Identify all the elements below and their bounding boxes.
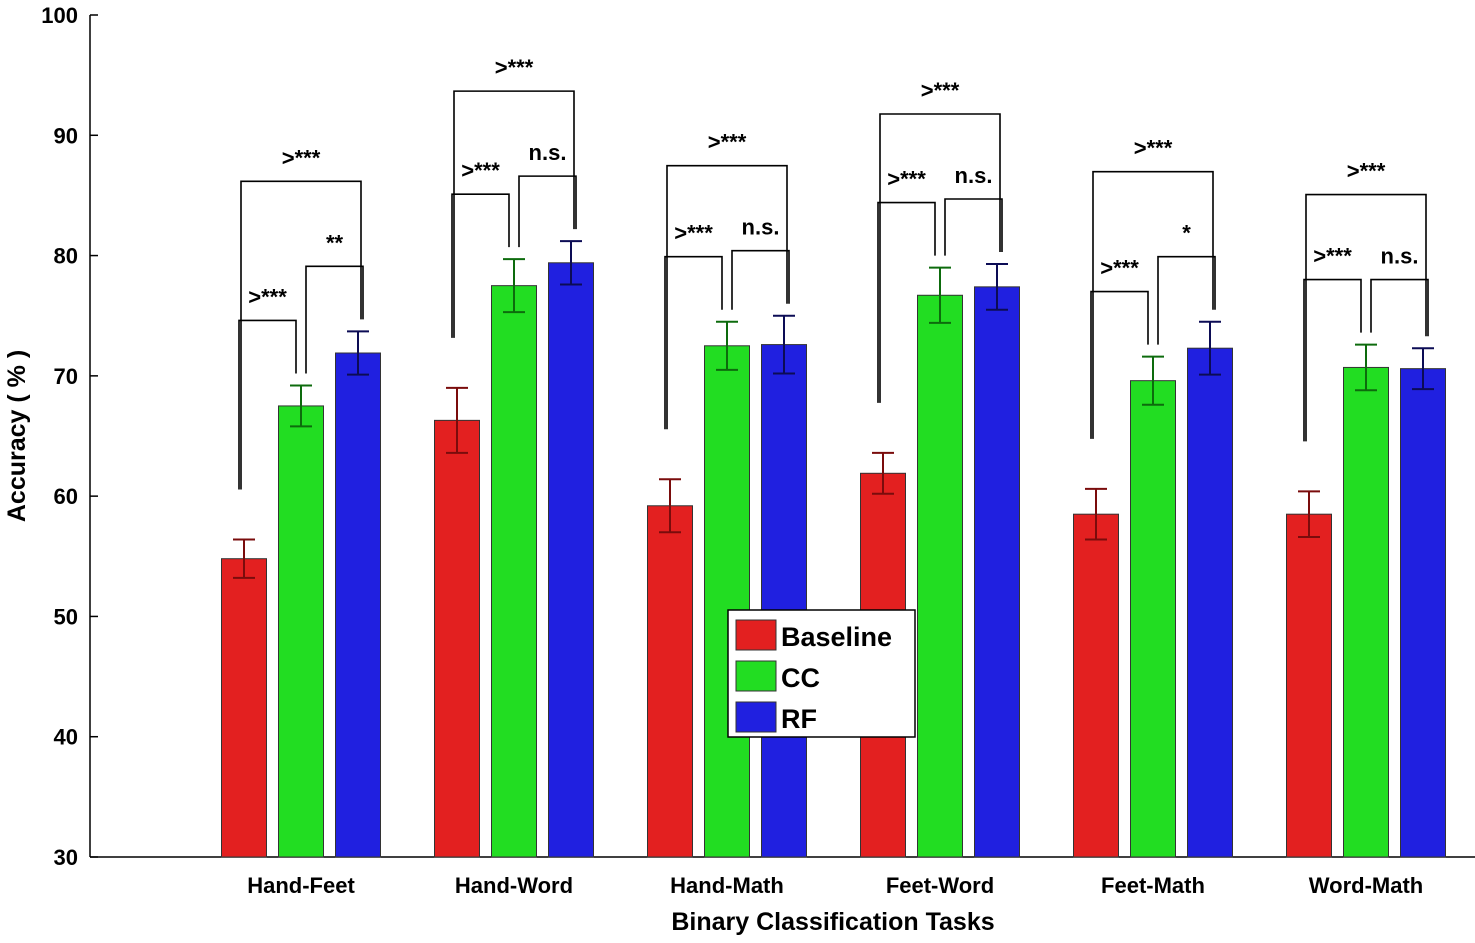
y-tick-label: 70 [54,364,78,389]
y-tick-label: 30 [54,845,78,870]
legend-swatch [735,619,777,651]
significance-label: >*** [461,158,500,183]
significance-bracket [305,265,364,374]
error-bar [1085,487,1107,541]
legend-label: RF [781,704,817,734]
error-bar [773,314,795,375]
error-bars [233,240,1434,579]
legend: Baseline CC RF [727,609,916,738]
significance-label: ** [326,230,344,255]
significance-label: >*** [921,78,960,103]
bar-rf-hand-feet [335,352,381,858]
legend-label: CC [781,663,820,693]
error-bar [986,262,1008,311]
bar-cc-feet-word [917,294,963,858]
significance-label: >*** [887,167,926,192]
bar-cc-word-math [1343,366,1389,858]
significance-label: >*** [495,55,534,80]
bar-rf-feet-math [1187,347,1233,858]
significance-label: >*** [1313,244,1352,269]
error-bar [503,258,525,314]
significance-bracket [453,90,575,338]
error-bar [446,386,468,454]
significance-bracket [1305,193,1427,442]
x-tick-label: Hand-Math [670,873,784,898]
significance-label: n.s. [1381,244,1419,269]
error-bar [929,266,951,324]
significance-bracket [879,113,1001,403]
bar-baseline-feet-math [1073,513,1119,858]
error-bar [716,320,738,371]
significance-bracket [1370,278,1429,337]
error-bar [347,330,369,376]
significance-label: >*** [708,130,747,155]
error-bar [1298,490,1320,539]
y-tick-label: 100 [41,3,78,28]
significance-bracket [238,319,297,490]
x-axis-title: Binary Classification Tasks [671,908,994,936]
x-tick-label: Feet-Math [1101,873,1205,898]
significance-bracket [451,193,510,338]
significance-label: * [1182,221,1191,246]
bar-rf-hand-math [761,344,807,858]
x-tick-label: Hand-Word [455,873,573,898]
bar-cc-hand-word [491,285,537,858]
error-bar [560,240,582,286]
significance-bracket [240,180,362,490]
significance-bracket [666,164,788,430]
y-tick-label: 60 [54,484,78,509]
x-tick-label: Feet-Word [886,873,994,898]
significance-label: >*** [1347,159,1386,184]
bar-cc-feet-math [1130,380,1176,858]
error-bar [290,384,312,428]
y-tick-label: 80 [54,244,78,269]
y-tick-label: 50 [54,604,78,629]
legend-swatch [735,660,777,692]
significance-label: >*** [248,284,287,309]
legend-swatch [735,701,777,733]
bars [221,262,1446,858]
error-bar [1199,320,1221,376]
significance-label: n.s. [529,140,567,165]
y-axis-title: Accuracy ( % ) [3,350,31,522]
significance-bracket [1303,278,1362,442]
significance-bracket [664,255,723,430]
bar-baseline-hand-math [647,505,693,858]
significance-bracket [1092,170,1214,439]
error-bar [233,538,255,579]
bar-rf-feet-word [974,286,1020,858]
bar-rf-word-math [1400,368,1446,858]
error-bar [659,478,681,534]
significance-bracket [518,175,577,248]
legend-label: Baseline [781,622,892,652]
x-tick-label: Hand-Feet [247,873,355,898]
y-tick-label: 90 [54,123,78,148]
significance-bracket [944,198,1003,256]
significance-label: >*** [1100,256,1139,281]
significance-label: >*** [1134,136,1173,161]
bar-baseline-word-math [1286,513,1332,858]
significance-label: n.s. [955,163,993,188]
bar-baseline-hand-word [434,419,480,858]
error-bar [1412,347,1434,391]
significance-bracket [1157,255,1216,345]
significance-label: >*** [674,221,713,246]
y-tick-label: 40 [54,725,78,750]
error-bar [872,451,894,495]
error-bar [1142,355,1164,406]
significance-bracket [1090,290,1149,439]
error-bar [1355,343,1377,392]
significance-bracket [877,201,936,403]
bar-cc-hand-math [704,345,750,858]
significance-bracket [731,249,790,310]
axis-labels: 30 40 50 60 70 80 90 100 Hand-Feet Hand-Word Hand-… [41,3,1423,898]
significance-label: n.s. [742,215,780,240]
bar-baseline-hand-feet [221,558,267,858]
significance-brackets: >*** ** >*** >*** n.s. >*** >*** n.s. >*** >*** n.… [238,55,1429,490]
significance-label: >*** [282,145,321,170]
x-tick-label: Word-Math [1309,873,1423,898]
bar-rf-hand-word [548,262,594,858]
bar-cc-hand-feet [278,405,324,858]
